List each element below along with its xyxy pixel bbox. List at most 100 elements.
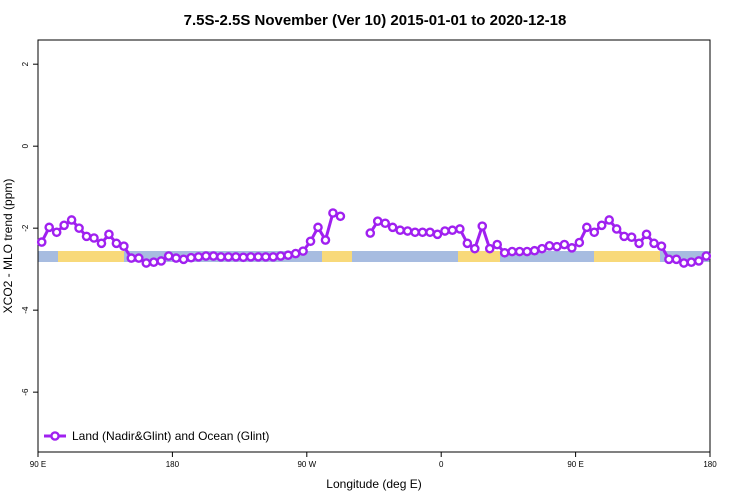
data-point xyxy=(440,226,450,236)
y-tick-label: -4 xyxy=(21,306,30,314)
data-point xyxy=(582,222,592,233)
data-point xyxy=(664,254,674,265)
surface-strip xyxy=(38,251,710,262)
plot-frame xyxy=(37,39,711,453)
data-point xyxy=(544,240,555,251)
data-point xyxy=(275,251,286,261)
land-strip xyxy=(458,251,500,262)
data-point xyxy=(559,239,570,250)
data-point xyxy=(626,232,637,242)
data-point xyxy=(477,221,488,231)
data-point xyxy=(507,246,517,257)
data-point xyxy=(59,220,69,231)
legend-label: Land (Nadir&Glint) and Ocean (Glint) xyxy=(72,429,269,443)
chart-title: 7.5S-2.5S November (Ver 10) 2015-01-01 t… xyxy=(184,12,567,29)
data-point xyxy=(335,211,346,222)
data-point xyxy=(305,236,316,247)
data-point xyxy=(223,252,234,262)
data-point xyxy=(51,227,62,238)
land-strip xyxy=(322,251,352,262)
data-point xyxy=(133,253,144,263)
data-point xyxy=(260,252,271,262)
data-point xyxy=(589,227,600,238)
x-tick-label: 90 E xyxy=(567,460,583,469)
data-point xyxy=(455,224,465,234)
data-point xyxy=(171,253,181,263)
data-point xyxy=(425,227,435,238)
data-point xyxy=(119,241,129,252)
data-point xyxy=(596,220,607,231)
data-point xyxy=(552,241,562,252)
data-point xyxy=(671,254,682,265)
legend-entry: Land (Nadir&Glint) and Ocean (Glint) xyxy=(44,429,269,443)
data-point xyxy=(66,215,77,225)
data-point xyxy=(484,243,495,254)
data-point xyxy=(111,238,122,249)
data-point xyxy=(402,226,413,236)
data-point xyxy=(432,229,443,240)
x-tick-label: 0 xyxy=(439,460,444,469)
data-point xyxy=(148,257,159,267)
data-point xyxy=(365,228,376,238)
data-point xyxy=(694,256,704,266)
data-point xyxy=(567,243,577,253)
data-point xyxy=(141,258,152,268)
x-tick-label: 180 xyxy=(166,460,180,469)
data-point xyxy=(469,243,480,254)
data-point xyxy=(372,216,383,226)
y-tick-label: 2 xyxy=(21,61,30,66)
data-point xyxy=(679,258,689,268)
data-point xyxy=(290,248,301,259)
data-point xyxy=(81,231,92,242)
land-strip xyxy=(58,251,124,262)
x-tick-label: 90 W xyxy=(297,460,316,469)
data-point xyxy=(253,252,264,262)
data-point xyxy=(96,238,107,249)
data-point xyxy=(410,227,420,238)
data-point xyxy=(641,229,652,240)
data-point xyxy=(537,243,547,254)
data-point xyxy=(649,238,659,249)
data-point xyxy=(619,231,629,242)
data-point xyxy=(604,215,615,225)
ocean-strip xyxy=(38,251,710,262)
data-point xyxy=(245,252,256,262)
y-tick-label: -6 xyxy=(21,388,30,396)
data-point xyxy=(178,254,189,265)
data-point xyxy=(634,238,644,249)
data-point xyxy=(447,225,458,236)
data-point xyxy=(529,245,540,256)
data-point xyxy=(462,238,473,249)
data-point xyxy=(104,229,114,240)
legend-marker xyxy=(50,431,60,441)
data-point xyxy=(574,237,585,248)
data-point xyxy=(238,252,249,263)
x-tick-label: 90 E xyxy=(30,460,46,469)
data-point xyxy=(89,233,99,243)
data-point xyxy=(231,252,241,262)
x-axis-label: Longitude (deg E) xyxy=(326,477,421,491)
data-point xyxy=(611,224,622,234)
y-tick-label: -2 xyxy=(21,224,30,232)
data-point xyxy=(283,250,293,261)
data-point xyxy=(395,225,405,236)
data-point xyxy=(216,252,226,262)
data-point xyxy=(163,251,174,261)
data-point xyxy=(126,253,137,263)
data-point xyxy=(656,241,667,252)
data-point xyxy=(193,252,204,262)
data-point xyxy=(387,222,398,233)
data-point xyxy=(44,222,55,233)
data-point xyxy=(268,252,279,262)
y-axis-label: XCO2 - MLO trend (ppm) xyxy=(1,179,15,314)
data-point xyxy=(328,208,338,218)
data-point xyxy=(156,256,166,266)
data-point xyxy=(201,251,211,261)
data-point xyxy=(186,252,196,263)
data-point xyxy=(298,246,308,256)
data-point xyxy=(380,218,391,229)
data-point xyxy=(701,251,712,261)
data-point xyxy=(514,246,525,257)
data-point xyxy=(313,222,323,233)
